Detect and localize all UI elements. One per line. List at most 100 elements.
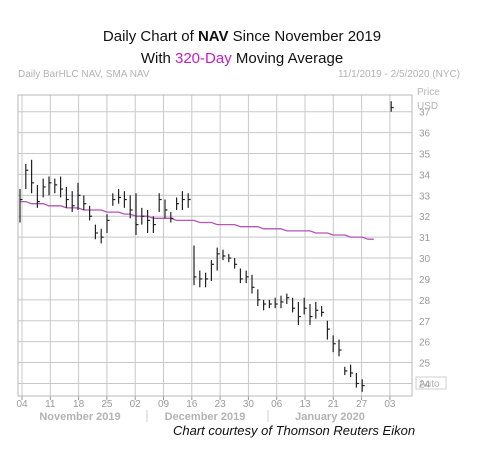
auto-label: Auto bbox=[419, 379, 440, 390]
hlc-bar bbox=[187, 193, 191, 208]
hlc-bar bbox=[88, 205, 93, 221]
hlc-bar bbox=[263, 299, 267, 311]
hlc-bar bbox=[297, 301, 301, 325]
hlc-bar bbox=[42, 178, 46, 198]
y-tick-label: 37 bbox=[419, 108, 431, 119]
y-tick-label: 35 bbox=[419, 150, 431, 161]
hlc-bar bbox=[228, 253, 232, 263]
x-tick-label: 03 bbox=[384, 399, 396, 410]
month-label: December 2019 bbox=[165, 411, 246, 423]
hlc-bar bbox=[36, 184, 40, 208]
auto-scale-box[interactable] bbox=[415, 376, 447, 390]
hlc-bar bbox=[245, 270, 249, 284]
hlc-bar bbox=[321, 306, 325, 317]
hlc-bar bbox=[280, 295, 284, 309]
hlc-bar bbox=[54, 178, 58, 194]
x-tick-label: 09 bbox=[158, 399, 170, 410]
hlc-bar bbox=[152, 216, 156, 233]
y-tick-label: 30 bbox=[419, 254, 431, 265]
hlc-bar bbox=[94, 224, 98, 240]
chart-header-right: 11/1/2019 - 2/5/2020 (NYC) bbox=[338, 69, 461, 80]
x-tick-label: 25 bbox=[101, 399, 113, 410]
hlc-bar bbox=[286, 293, 290, 305]
price-label: Price bbox=[417, 87, 440, 98]
hlc-bar bbox=[100, 228, 104, 244]
hlc-bar bbox=[344, 366, 348, 376]
hlc-bar bbox=[83, 195, 87, 210]
hlc-bar bbox=[332, 335, 336, 353]
month-label: November 2019 bbox=[39, 411, 120, 423]
plot-border bbox=[17, 94, 413, 397]
hlc-bar bbox=[135, 193, 139, 236]
chart-header-left: Daily BarHLC NAV, SMA NAV bbox=[18, 69, 150, 80]
x-tick-label: 21 bbox=[328, 399, 340, 410]
hlc-bar bbox=[222, 249, 226, 261]
y-tick-label: 28 bbox=[419, 296, 431, 307]
y-tick-label: 34 bbox=[419, 170, 431, 181]
chart-title-line-2: With 320-Day Moving Average bbox=[140, 50, 344, 67]
hlc-bar bbox=[112, 193, 116, 206]
hlc-bar bbox=[129, 195, 133, 219]
hlc-bar bbox=[48, 176, 52, 196]
hlc-bar bbox=[309, 304, 313, 325]
y-tick-label: 29 bbox=[419, 275, 431, 286]
hlc-bar bbox=[65, 186, 69, 208]
hlc-bar bbox=[361, 379, 365, 392]
hlc-bar bbox=[315, 301, 319, 319]
hlc-bar bbox=[106, 214, 110, 233]
y-tick-label: 25 bbox=[419, 359, 431, 370]
x-tick-label: 27 bbox=[356, 399, 368, 410]
hlc-bar bbox=[31, 159, 35, 194]
hlc-bar bbox=[251, 274, 255, 294]
hlc-bar bbox=[274, 297, 278, 309]
x-tick-label: 18 bbox=[73, 399, 85, 410]
y-tick-label: 26 bbox=[419, 338, 431, 349]
y-tick-label: 36 bbox=[419, 129, 431, 140]
hlc-bar bbox=[326, 320, 330, 340]
hlc-bar bbox=[303, 297, 307, 315]
hlc-bar bbox=[77, 182, 81, 210]
y-tick-label: 33 bbox=[419, 191, 431, 202]
sma-layer bbox=[20, 200, 374, 240]
hlc-bar bbox=[71, 191, 75, 213]
hlc-bar bbox=[350, 364, 354, 378]
hlc-bar bbox=[147, 209, 151, 233]
x-tick-label: 16 bbox=[186, 399, 198, 410]
chart-title-line-1: Daily Chart of NAV Since November 2019 bbox=[102, 28, 382, 45]
hlc-bar bbox=[234, 258, 238, 269]
y-tick-label: 27 bbox=[419, 317, 431, 328]
hlc-bar bbox=[59, 176, 64, 198]
x-tick-label: 06 bbox=[271, 399, 283, 410]
hlc-bar bbox=[158, 193, 162, 213]
bars-layer bbox=[19, 101, 394, 392]
month-labels: November 2019 December 2019 January 2020 bbox=[39, 410, 365, 423]
hlc-bar bbox=[210, 260, 214, 282]
x-tick-label: 23 bbox=[215, 399, 227, 410]
y-tick-label: 24 bbox=[419, 379, 431, 390]
month-label: January 2020 bbox=[295, 411, 365, 423]
x-axis-labels: 04 11 18 25 02 09 16 23 30 06 13 21 27 03 bbox=[16, 399, 395, 410]
hlc-bar bbox=[117, 189, 122, 204]
x-tick-label: 02 bbox=[130, 399, 142, 410]
hlc-bar bbox=[268, 299, 272, 309]
hlc-bar bbox=[170, 212, 174, 223]
hlc-bar bbox=[292, 297, 296, 313]
hlc-bar bbox=[239, 268, 243, 284]
x-tick-label: 13 bbox=[299, 399, 311, 410]
x-tick-label: 30 bbox=[243, 399, 255, 410]
x-tick-label: 11 bbox=[45, 399, 56, 410]
hlc-bar bbox=[216, 247, 220, 271]
hlc-bar bbox=[123, 191, 127, 208]
hlc-bar bbox=[338, 339, 342, 357]
hlc-bar bbox=[205, 272, 209, 288]
y-axis-labels: 24 25 26 27 28 29 30 31 32 33 34 35 36 37 bbox=[419, 108, 431, 391]
hlc-bar bbox=[257, 289, 261, 307]
usd-label: USD bbox=[417, 101, 438, 112]
hlc-bar bbox=[19, 189, 23, 223]
hlc-bar bbox=[25, 163, 29, 190]
chart-grid bbox=[18, 95, 412, 400]
x-tick-label: 04 bbox=[16, 399, 28, 410]
y-tick-label: 31 bbox=[419, 233, 431, 244]
hlc-bar bbox=[199, 270, 203, 288]
